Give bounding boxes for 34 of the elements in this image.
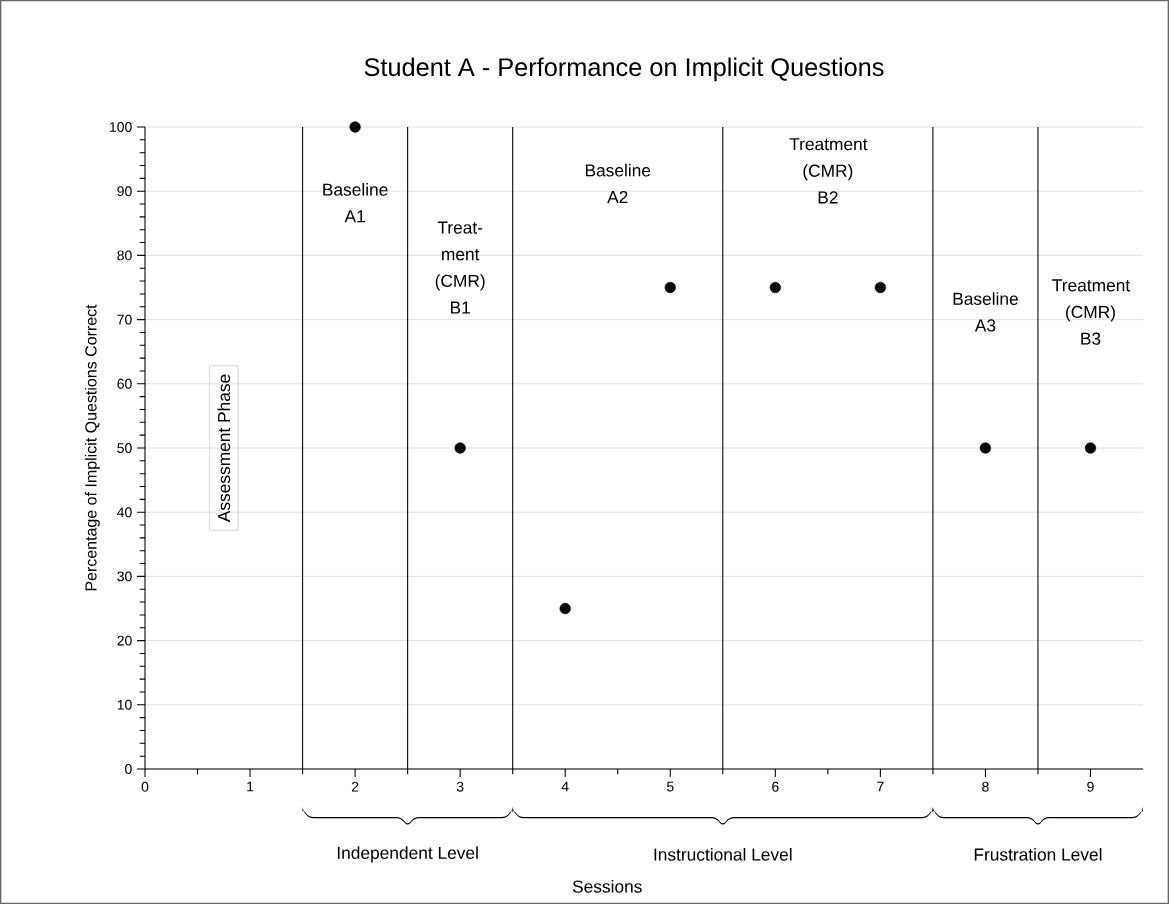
y-tick-label: 50 (117, 443, 132, 453)
annotation: Treatment (CMR) B2 (789, 138, 868, 204)
y-tick-label: 20 (117, 635, 132, 646)
x-tick-label: 3 (456, 781, 464, 792)
annotation: Baseline A1 (323, 183, 388, 223)
y-tick-label: 0 (125, 764, 132, 774)
y-tick-label: 100 (110, 122, 132, 132)
y-tick-label: 60 (117, 378, 132, 389)
y-tick-label: 30 (117, 571, 132, 582)
chart-title: Student A - Performance on Implicit Questions (364, 57, 884, 82)
y-tick-label: 10 (117, 699, 132, 710)
x-tick-label: 1 (247, 781, 254, 792)
annotation: Baseline A3 (953, 292, 1018, 332)
y-tick-label: 40 (117, 507, 132, 518)
x-tick-label: 8 (982, 781, 989, 792)
y-tick-label: 80 (117, 250, 132, 261)
y-tick-label: 90 (117, 186, 132, 197)
text: Frustration Level (974, 847, 1102, 861)
x-tick-label: 0 (141, 781, 149, 792)
x-tick-label: 2 (351, 781, 359, 792)
text: Sessions (572, 879, 642, 893)
x-tick-label: 9 (1087, 781, 1094, 792)
y-axis-title: Percentage of Implicit Questions Correct (84, 304, 100, 591)
annotation: Assessment Phase (217, 374, 231, 523)
annotation: Treatment (CMR) B3 (1052, 279, 1131, 345)
y-tick-label: 70 (117, 314, 132, 325)
x-tick-label: 4 (561, 781, 569, 792)
x-tick-label: 6 (772, 781, 779, 792)
x-tick-label: 5 (666, 781, 674, 792)
x-tick-label: 7 (877, 781, 884, 792)
text: Instructional Level (654, 847, 792, 861)
annotation: Treat-ment (CMR) B1 (435, 221, 485, 314)
text: Independent Level (337, 846, 478, 863)
annotation: Baseline A2 (585, 163, 651, 204)
